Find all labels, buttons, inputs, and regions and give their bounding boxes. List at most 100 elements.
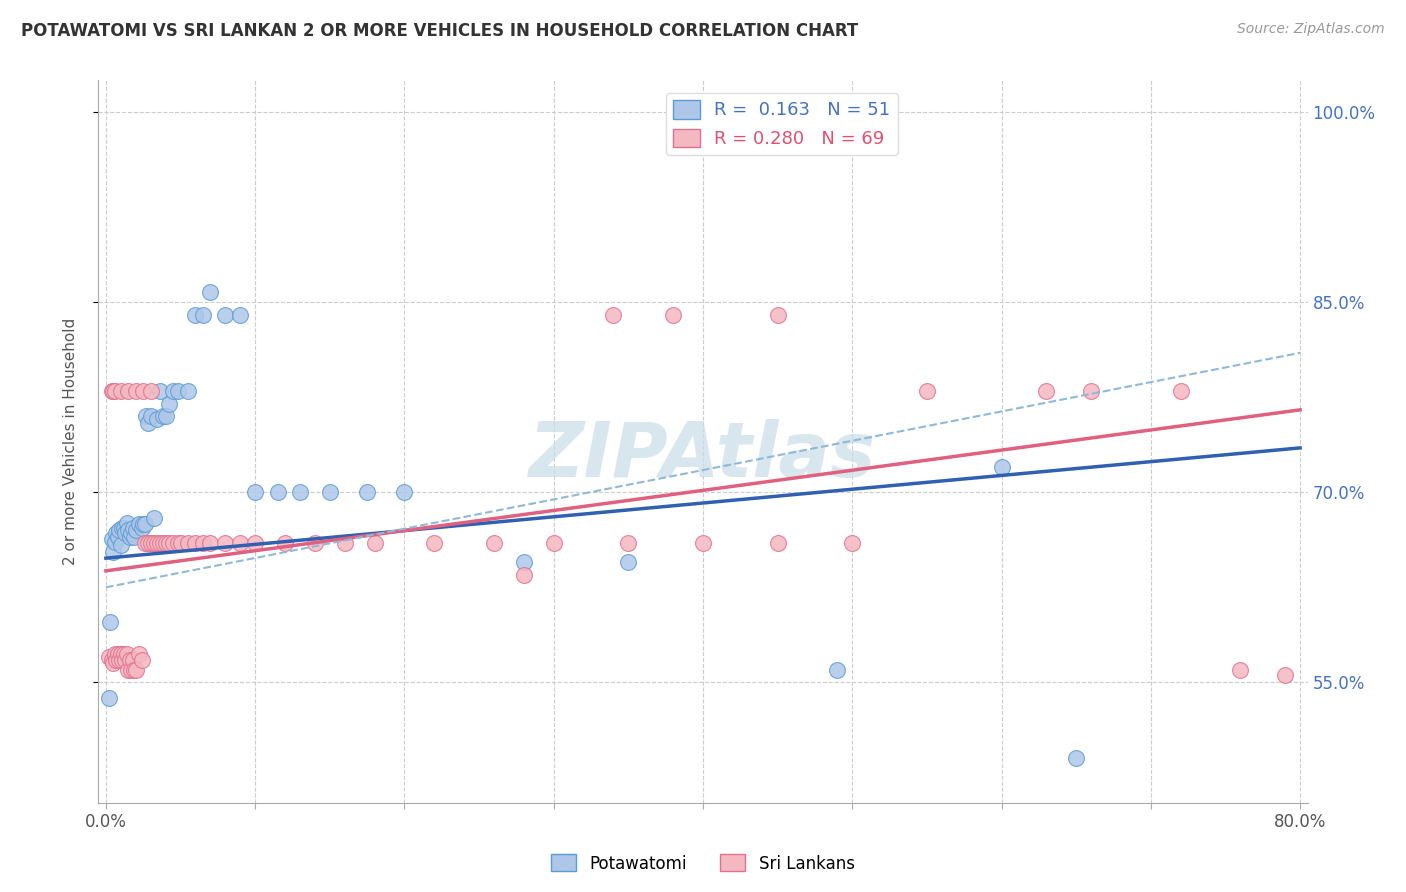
Point <box>177 536 200 550</box>
Point <box>117 523 139 537</box>
Point <box>266 485 288 500</box>
Point <box>602 308 624 322</box>
Point <box>104 384 127 398</box>
Point <box>229 536 252 550</box>
Point <box>1274 667 1296 681</box>
Point <box>112 648 135 662</box>
Point <box>274 536 297 550</box>
Point <box>117 663 139 677</box>
Point <box>229 308 252 322</box>
Point <box>128 516 150 531</box>
Point <box>157 536 180 550</box>
Point <box>304 536 326 550</box>
Point <box>617 536 640 550</box>
Point <box>482 536 505 550</box>
Point <box>139 409 162 424</box>
Point <box>114 525 136 540</box>
Point <box>122 530 145 544</box>
Point <box>319 485 342 500</box>
Point <box>105 525 128 540</box>
Point <box>184 308 207 322</box>
Point <box>104 534 127 549</box>
Point <box>135 409 157 424</box>
Point <box>114 652 136 666</box>
Point <box>766 308 789 322</box>
Point <box>136 416 159 430</box>
Point <box>1170 384 1192 398</box>
Point <box>1229 663 1251 677</box>
Point <box>191 308 214 322</box>
Point <box>136 536 159 550</box>
Point <box>191 536 214 550</box>
Point <box>363 536 385 550</box>
Point <box>110 539 132 553</box>
Point <box>243 536 266 550</box>
Point <box>139 384 162 398</box>
Point <box>169 536 191 550</box>
Point <box>243 485 266 500</box>
Point <box>423 536 446 550</box>
Point <box>543 536 565 550</box>
Point <box>149 536 172 550</box>
Point <box>394 485 416 500</box>
Point <box>1080 384 1102 398</box>
Point <box>152 409 174 424</box>
Point <box>107 648 129 662</box>
Point <box>142 536 165 550</box>
Point <box>118 652 141 666</box>
Point <box>121 521 143 535</box>
Point <box>513 555 536 569</box>
Point <box>128 648 150 662</box>
Point <box>162 536 184 550</box>
Legend: Potawatomi, Sri Lankans: Potawatomi, Sri Lankans <box>544 847 862 880</box>
Point <box>1035 384 1057 398</box>
Point <box>841 536 863 550</box>
Point <box>101 532 124 546</box>
Point <box>915 384 938 398</box>
Point <box>120 663 142 677</box>
Point <box>115 648 138 662</box>
Text: Source: ZipAtlas.com: Source: ZipAtlas.com <box>1237 22 1385 37</box>
Point <box>134 536 156 550</box>
Point <box>117 384 139 398</box>
Point <box>107 530 129 544</box>
Point <box>139 536 162 550</box>
Point <box>110 648 132 662</box>
Point <box>108 652 131 666</box>
Point <box>103 384 125 398</box>
Point <box>101 652 124 666</box>
Point <box>132 384 155 398</box>
Point <box>111 652 134 666</box>
Point <box>145 411 167 425</box>
Point <box>103 657 125 671</box>
Point <box>101 384 124 398</box>
Point <box>766 536 789 550</box>
Point <box>356 485 378 500</box>
Point <box>827 663 849 677</box>
Point <box>122 663 145 677</box>
Point <box>162 384 184 398</box>
Point <box>990 459 1012 474</box>
Point <box>112 521 135 535</box>
Point <box>513 567 536 582</box>
Point <box>131 521 153 535</box>
Point <box>97 650 120 665</box>
Point <box>166 384 188 398</box>
Point <box>121 652 143 666</box>
Point <box>155 536 177 550</box>
Point <box>120 525 142 540</box>
Point <box>333 536 356 550</box>
Point <box>288 485 311 500</box>
Point <box>125 663 148 677</box>
Point <box>110 384 132 398</box>
Text: POTAWATOMI VS SRI LANKAN 2 OR MORE VEHICLES IN HOUSEHOLD CORRELATION CHART: POTAWATOMI VS SRI LANKAN 2 OR MORE VEHIC… <box>21 22 858 40</box>
Point <box>200 285 222 299</box>
Legend: R =  0.163   N = 51, R = 0.280   N = 69: R = 0.163 N = 51, R = 0.280 N = 69 <box>665 93 897 155</box>
Point <box>105 652 128 666</box>
Point <box>142 510 165 524</box>
Point <box>104 648 127 662</box>
Point <box>214 308 236 322</box>
Point <box>1064 751 1087 765</box>
Point <box>125 523 148 537</box>
Point <box>97 690 120 705</box>
